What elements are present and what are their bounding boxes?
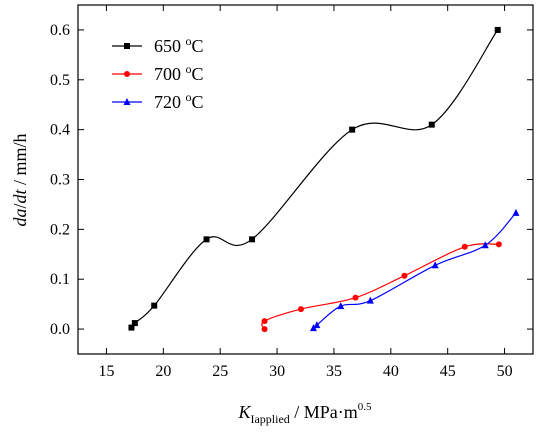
data-point-0 [249, 236, 256, 243]
legend-marker-1 [124, 71, 130, 77]
y-tick-label: 0.3 [50, 172, 70, 189]
data-point-1 [261, 318, 268, 325]
x-tick-label: 35 [326, 363, 342, 380]
x-axis-title-sub: Iapplied [250, 412, 289, 426]
x-tick-label: 50 [497, 363, 513, 380]
y-axis-title-slash: / [10, 204, 30, 209]
y-tick-label: 0.6 [50, 22, 70, 39]
legend-marker-2 [123, 98, 131, 105]
axis-ticks: 15 20 25 30 35 40 45 50 0.0 0.1 0.2 0.3 0.4 0.5 0.6 [50, 5, 533, 380]
plot-frame [77, 4, 534, 355]
legend-marker-0 [124, 43, 130, 49]
data-point-0 [131, 320, 138, 327]
y-tick-label: 0.2 [50, 221, 70, 238]
data-point-0 [203, 236, 210, 243]
data-point-2 [431, 261, 439, 269]
data-point-1 [261, 326, 268, 333]
series-markers [128, 26, 520, 333]
y-axis-title: da/dt / mm/h [10, 133, 30, 226]
data-point-2 [313, 321, 321, 329]
data-point-0 [494, 26, 501, 33]
x-tick-label: 20 [155, 363, 171, 380]
x-tick-label: 25 [212, 363, 228, 380]
x-axis-title-sup: 0.5 [358, 401, 372, 413]
data-point-2 [309, 324, 317, 332]
y-tick-label: 0.1 [50, 271, 70, 288]
data-point-0 [128, 324, 135, 331]
x-tick-label: 40 [383, 363, 399, 380]
legend-label-0: 650 oC [154, 34, 204, 56]
data-point-1 [461, 243, 468, 250]
series-line-1 [261, 243, 499, 330]
data-point-2 [481, 241, 489, 249]
legend-label-1: 700 oC [154, 62, 204, 84]
data-point-0 [428, 121, 435, 128]
data-point-1 [495, 241, 502, 248]
y-tick-label: 0.0 [50, 321, 70, 338]
x-axis-title-unit: / MPa·m [290, 402, 358, 422]
y-tick-label: 0.4 [50, 122, 70, 139]
data-point-0 [349, 126, 356, 133]
data-point-0 [151, 302, 158, 309]
legend-label-2: 720 oC [154, 90, 204, 112]
y-axis-title-da: da [10, 209, 30, 227]
x-axis-title-main: K [237, 402, 251, 422]
x-tick-label: 45 [440, 363, 456, 380]
x-axis-title: KIapplied / MPa·m0.5 [237, 401, 372, 426]
data-point-2 [337, 302, 345, 310]
y-tick-label: 0.5 [50, 72, 70, 89]
y-axis-title-dt: dt [10, 189, 30, 204]
data-point-2 [512, 208, 520, 216]
x-tick-label: 15 [98, 363, 114, 380]
y-axis-title-unit: / mm/h [10, 133, 30, 189]
x-tick-label: 30 [269, 363, 285, 380]
data-point-1 [352, 294, 359, 301]
legend: 650 oC 700 oC 720 oC [112, 34, 204, 112]
data-point-2 [366, 296, 374, 304]
data-point-1 [401, 272, 408, 279]
data-point-1 [297, 306, 304, 313]
